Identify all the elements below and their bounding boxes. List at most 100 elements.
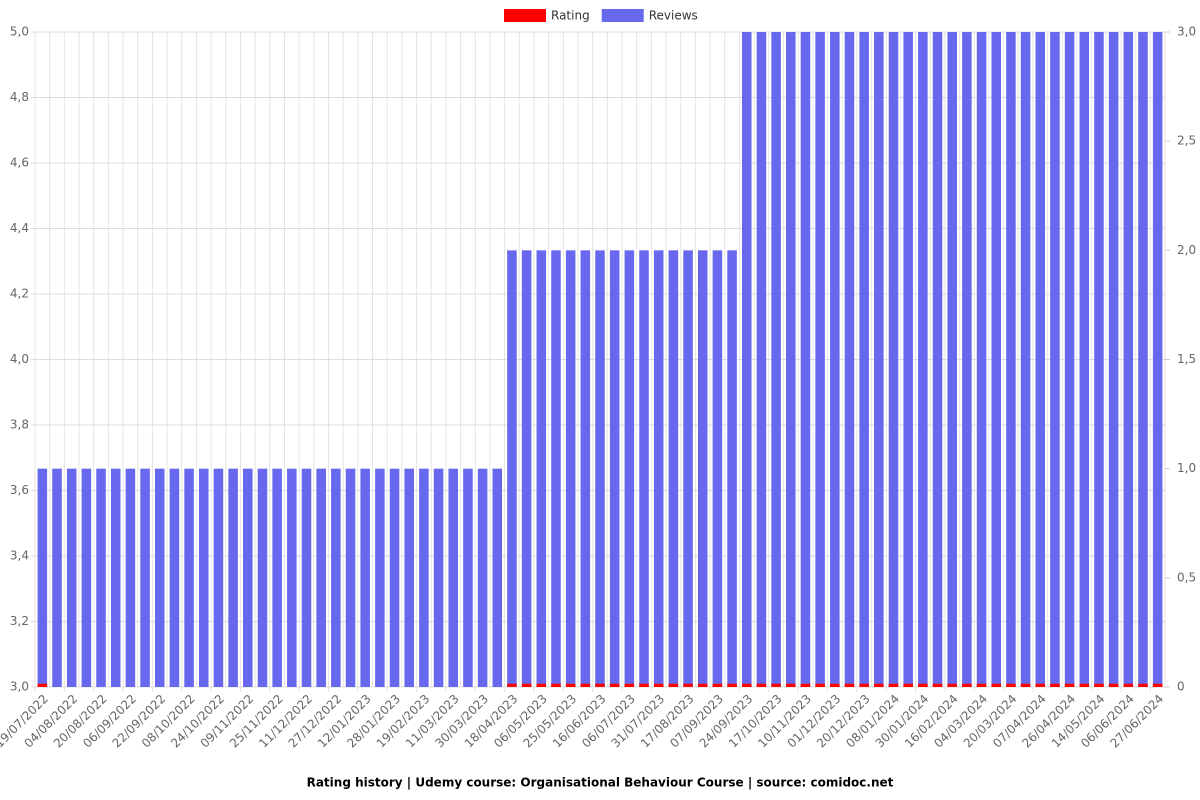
y2-tick-label: 3,0 bbox=[1177, 25, 1196, 39]
bar bbox=[1050, 683, 1060, 687]
bar bbox=[962, 683, 972, 687]
bar bbox=[404, 468, 414, 687]
bar bbox=[360, 468, 370, 687]
bar bbox=[521, 683, 532, 687]
bar bbox=[786, 683, 796, 687]
bar bbox=[771, 683, 781, 687]
bar bbox=[375, 468, 385, 687]
bar bbox=[1094, 683, 1104, 687]
bar bbox=[52, 468, 62, 687]
bar bbox=[1152, 32, 1163, 687]
bar bbox=[169, 468, 180, 687]
bar bbox=[389, 468, 400, 687]
bar bbox=[316, 468, 326, 687]
y-tick-label: 3,8 bbox=[10, 418, 29, 432]
y-tick-label: 5,0 bbox=[10, 25, 29, 39]
bar bbox=[668, 683, 679, 687]
bar bbox=[345, 468, 356, 687]
bar bbox=[962, 32, 972, 687]
y-tick-label: 4,8 bbox=[10, 90, 29, 104]
bar bbox=[918, 683, 928, 687]
bar bbox=[976, 683, 987, 687]
y2-tick-label: 1,5 bbox=[1177, 352, 1196, 366]
bar bbox=[213, 468, 224, 687]
bar bbox=[947, 683, 957, 687]
bar bbox=[1123, 32, 1134, 687]
bar bbox=[991, 32, 1002, 687]
y-tick-label: 4,4 bbox=[10, 221, 29, 235]
bar bbox=[1064, 32, 1075, 687]
bar bbox=[243, 468, 253, 687]
bar bbox=[1079, 32, 1090, 687]
bar bbox=[521, 250, 532, 688]
bar bbox=[66, 468, 77, 687]
bar bbox=[830, 32, 840, 687]
bar bbox=[536, 683, 547, 687]
bar bbox=[140, 468, 150, 687]
bar bbox=[565, 683, 576, 687]
bar bbox=[1138, 683, 1148, 687]
bar bbox=[888, 32, 899, 687]
bar bbox=[903, 683, 913, 687]
bar bbox=[433, 468, 444, 687]
bar bbox=[1035, 683, 1046, 687]
bar bbox=[888, 683, 899, 687]
bar bbox=[932, 683, 943, 687]
bar bbox=[976, 32, 987, 687]
legend-swatch bbox=[601, 9, 644, 22]
bar bbox=[771, 32, 781, 687]
bar bbox=[477, 468, 488, 687]
bar bbox=[903, 32, 913, 687]
bar bbox=[228, 468, 238, 687]
bar bbox=[741, 32, 752, 687]
bar bbox=[125, 468, 136, 687]
bar bbox=[1064, 683, 1075, 687]
bar bbox=[653, 250, 664, 688]
y-tick-label: 3,2 bbox=[10, 614, 29, 628]
bar bbox=[1006, 683, 1016, 687]
bar bbox=[874, 32, 884, 687]
bar bbox=[932, 32, 943, 687]
bar bbox=[1079, 683, 1090, 687]
bar bbox=[1050, 32, 1060, 687]
bar bbox=[551, 683, 561, 687]
bar bbox=[595, 683, 605, 687]
y2-tick-label: 2,5 bbox=[1177, 134, 1196, 148]
y-tick-label: 3,0 bbox=[10, 680, 29, 694]
bar bbox=[1094, 32, 1104, 687]
bar bbox=[918, 32, 928, 687]
bar bbox=[565, 250, 576, 688]
legend-label: Rating bbox=[551, 9, 590, 23]
bar bbox=[419, 468, 429, 687]
bar bbox=[874, 683, 884, 687]
bar bbox=[1035, 32, 1046, 687]
y2-tick-label: 0,5 bbox=[1177, 570, 1196, 584]
bar bbox=[786, 32, 796, 687]
bar bbox=[756, 683, 767, 687]
y-tick-label: 4,2 bbox=[10, 287, 29, 301]
bar bbox=[198, 468, 209, 687]
bar bbox=[463, 468, 473, 687]
bar bbox=[37, 468, 48, 687]
bar bbox=[1138, 32, 1148, 687]
bar bbox=[639, 250, 649, 688]
legend-swatch bbox=[504, 9, 546, 22]
bar bbox=[609, 683, 620, 687]
bar bbox=[1108, 683, 1119, 687]
bar bbox=[1020, 32, 1031, 687]
bar bbox=[653, 683, 664, 687]
bar bbox=[507, 250, 517, 688]
y-tick-label: 3,4 bbox=[10, 549, 29, 563]
bar bbox=[1123, 683, 1134, 687]
bar bbox=[712, 683, 723, 687]
y2-tick-label: 1,0 bbox=[1177, 461, 1196, 475]
bar bbox=[800, 683, 811, 687]
bar bbox=[287, 468, 297, 687]
bar bbox=[697, 250, 708, 688]
bar bbox=[991, 683, 1002, 687]
bar bbox=[624, 683, 635, 687]
y2-tick-label: 0 bbox=[1177, 680, 1185, 694]
y-tick-label: 4,0 bbox=[10, 352, 29, 366]
